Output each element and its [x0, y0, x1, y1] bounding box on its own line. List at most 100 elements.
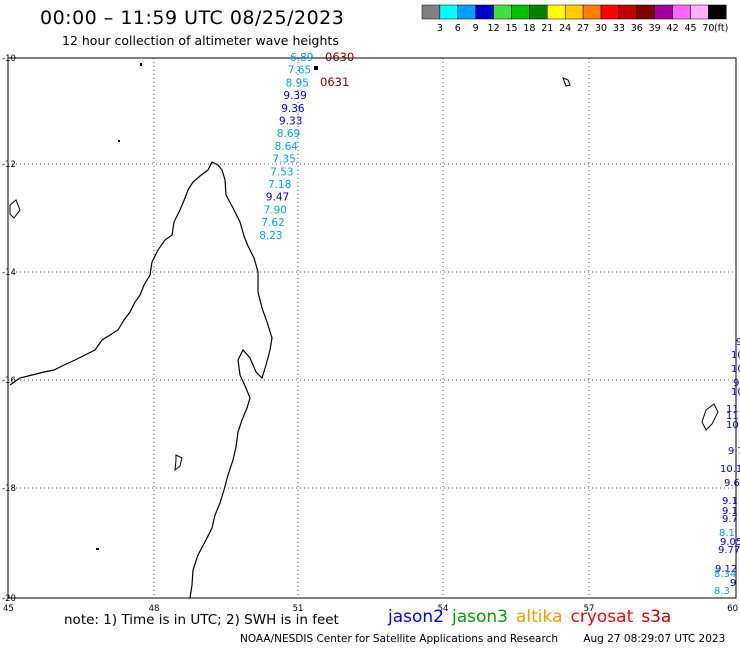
latitude-label: -20 [2, 594, 16, 604]
edge-wave-height: 9.05 [720, 537, 740, 548]
island-coast-2 [9, 199, 21, 219]
island-coast-4 [562, 77, 571, 87]
madagascar-coastline [9, 161, 273, 599]
track-wave-height: 9.39 [283, 90, 306, 102]
satellite-track-values: 6.897.658.959.399.369.338.698.647.357.53… [259, 50, 354, 242]
map-frame [7, 57, 737, 599]
scale-tick-label: 15 [505, 23, 517, 34]
edge-wave-height: 10.1 [720, 464, 740, 475]
track-time-label: 0631 [320, 75, 349, 89]
scale-tick-label: 24 [559, 23, 571, 34]
scale-tick-label: 18 [523, 23, 535, 34]
scale-swatch [421, 4, 441, 20]
scale-tick-label: 33 [613, 23, 625, 34]
track-wave-height: 8.69 [277, 128, 300, 140]
scale-swatch [708, 4, 727, 20]
scale-swatch [618, 4, 638, 20]
scale-tick-label: 6 [455, 23, 461, 34]
scale-swatch [475, 4, 494, 20]
track-wave-height: 7.53 [270, 166, 293, 178]
latitude-label: -14 [2, 268, 16, 278]
scale-tick-label: 27 [577, 23, 589, 34]
track-wave-height: 7.65 [288, 65, 311, 77]
scale-swatch [690, 4, 709, 20]
scale-tick-label: 42 [667, 23, 679, 34]
edge-wave-height: 8.34 [714, 569, 736, 580]
track-wave-height: 7.18 [268, 179, 291, 191]
scale-swatch [582, 4, 602, 20]
map-title: 00:00 – 11:59 UTC 08/25/2023 [40, 7, 345, 29]
track-wave-height: 8.95 [286, 77, 309, 89]
color-scale-legend: 3 6 9 12 15 18 21 24 27 30 33 36 39 42 45 70 (ft) [421, 4, 728, 34]
edge-wave-height: 10 [731, 350, 740, 361]
longitude-label: 45 [3, 604, 14, 614]
lat-lon-grid [8, 58, 736, 598]
edge-wave-height: 9.6 [724, 478, 740, 489]
edge-wave-height: 9.1 [722, 506, 738, 517]
edge-wave-height: 9 [736, 337, 740, 348]
track-wave-height: 6.89 [290, 52, 313, 64]
edge-wave-height: 8.1 [719, 528, 735, 539]
islet [314, 66, 318, 70]
edge-wave-height: 9 [730, 578, 736, 589]
island-coast-1 [174, 454, 183, 472]
edge-wave-height: 9.7 [728, 446, 740, 457]
track-wave-height: 7.35 [272, 154, 295, 166]
longitude-label: 54 [438, 604, 449, 614]
track-wave-height: 7.90 [264, 204, 287, 216]
latitude-label: -12 [2, 160, 16, 170]
scale-tick-label: 21 [541, 23, 553, 34]
edge-wave-height: 11 [726, 411, 739, 422]
satellite-legend-cryosat: cryosat [570, 607, 634, 627]
edge-wave-height: 10 [731, 364, 740, 375]
scale-swatch [564, 4, 584, 20]
islet [140, 63, 142, 66]
scale-swatch [600, 4, 620, 20]
footnote: note: 1) Time is in UTC; 2) SWH is in fe… [64, 612, 339, 628]
edge-wave-height: 10. [726, 420, 740, 431]
islet [96, 548, 99, 550]
track-wave-height: 8.23 [259, 230, 282, 242]
longitude-label: 60 [727, 604, 738, 614]
scale-swatch [439, 4, 459, 20]
scale-swatch [654, 4, 673, 20]
credit-text: NOAA/NESDIS Center for Satellite Applica… [240, 633, 558, 645]
scale-swatch [636, 4, 655, 20]
scale-tick-label: 39 [649, 23, 661, 34]
scale-swatch [511, 4, 530, 20]
track-wave-height: 9.47 [266, 192, 289, 204]
generated-timestamp: Aug 27 08:29:07 UTC 2023 [583, 633, 726, 645]
edge-wave-height: 8.3 [714, 586, 730, 597]
credit-line: NOAA/NESDIS Center for Satellite Applica… [240, 633, 725, 645]
latitude-label: -18 [2, 484, 16, 494]
longitude-label: 57 [584, 604, 595, 614]
scale-tick-label: 45 [684, 23, 696, 34]
scale-swatch [457, 4, 476, 20]
edge-wave-height: 9.12 [715, 564, 737, 575]
scale-tick-label: 3 [437, 23, 443, 34]
track-wave-height: 9.36 [281, 103, 305, 115]
scale-swatch [529, 4, 548, 20]
edge-wave-height: 10 [731, 387, 740, 398]
scale-tick-label: 12 [488, 23, 500, 34]
latitude-label: -16 [2, 376, 16, 386]
track-wave-height: 7.62 [261, 217, 284, 229]
satellite-legend-altika: altika [516, 607, 563, 627]
scale-tick-label: 9 [473, 23, 479, 34]
edge-wave-height: 9.1 [722, 496, 738, 507]
scale-swatch [672, 4, 691, 20]
scale-tick-label: 30 [595, 23, 607, 34]
island-coast-3 [701, 403, 719, 431]
edge-wave-height: 11 [726, 404, 739, 415]
scale-tick-label: 70 [702, 23, 714, 34]
map-subtitle: 12 hour collection of altimeter wave hei… [62, 33, 339, 48]
scale-unit-label: (ft) [714, 23, 728, 34]
satellite-legend: jason2 jason3 altika cryosat s3a [388, 607, 679, 627]
scale-swatch [547, 4, 566, 20]
longitude-label: 51 [293, 604, 304, 614]
scale-swatch [493, 4, 512, 20]
satellite-legend-jason3: jason3 [452, 607, 508, 627]
latitude-label: -10 [2, 54, 16, 64]
satellite-legend-jason2: jason2 [388, 607, 444, 627]
